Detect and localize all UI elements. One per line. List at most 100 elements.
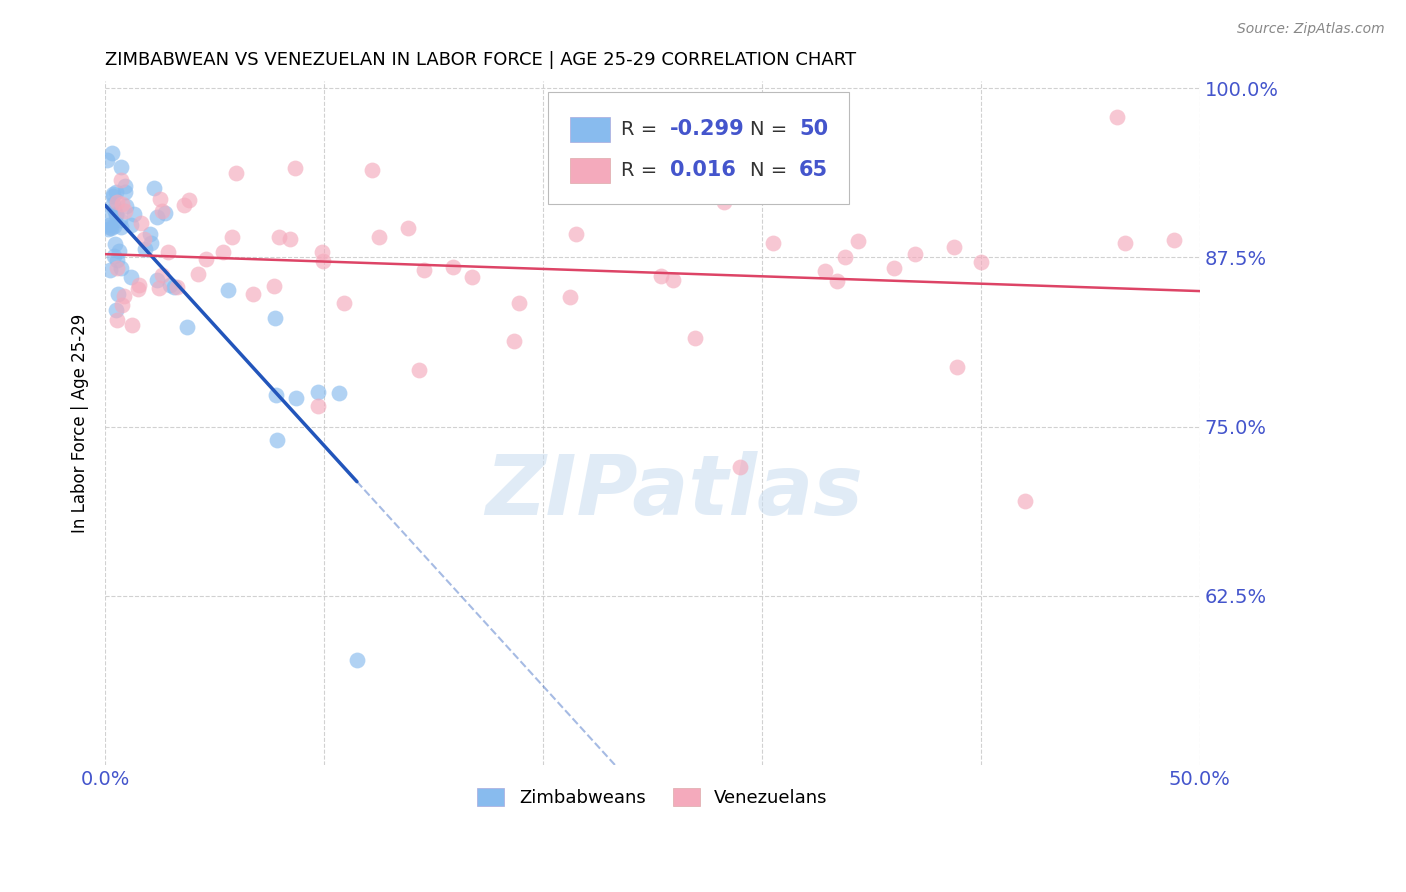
Point: [148, 280, 170, 294]
Point: [114, 178, 136, 193]
Point: [110, 160, 132, 174]
Point: [242, 287, 264, 301]
Point: [166, 280, 188, 294]
Point: [120, 269, 142, 284]
Point: [127, 282, 149, 296]
Point: [412, 263, 434, 277]
Point: [103, 219, 125, 234]
Point: [108, 213, 131, 227]
Point: [96, 153, 118, 167]
Point: [883, 261, 905, 276]
Point: [441, 260, 464, 274]
Point: [177, 194, 200, 208]
Point: [103, 249, 125, 263]
Point: [565, 227, 588, 242]
Point: [307, 400, 329, 414]
Text: Source: ZipAtlas.com: Source: ZipAtlas.com: [1237, 22, 1385, 37]
Point: [503, 334, 526, 348]
Point: [284, 161, 307, 176]
Point: [217, 283, 239, 297]
Point: [146, 273, 169, 287]
Point: [101, 188, 124, 202]
Point: [111, 197, 134, 211]
Point: [98, 218, 121, 232]
Point: [825, 274, 848, 288]
Point: [1107, 110, 1129, 124]
Point: [107, 287, 129, 301]
Point: [105, 194, 128, 209]
Point: [943, 240, 966, 254]
Point: [903, 247, 925, 261]
Point: [150, 268, 173, 282]
Text: R =: R =: [620, 120, 664, 139]
Text: ZIMBABWEAN VS VENEZUELAN IN LABOR FORCE | AGE 25-29 CORRELATION CHART: ZIMBABWEAN VS VENEZUELAN IN LABOR FORCE …: [105, 51, 856, 69]
Point: [264, 388, 287, 402]
Point: [103, 202, 125, 217]
Point: [105, 252, 128, 267]
Point: [111, 298, 134, 312]
Point: [114, 204, 136, 219]
Text: N =: N =: [749, 161, 793, 180]
Point: [558, 290, 581, 304]
Text: 0.016: 0.016: [669, 161, 735, 180]
Point: [129, 216, 152, 230]
Point: [163, 280, 186, 294]
Point: [120, 218, 142, 232]
Point: [105, 185, 128, 199]
Point: [307, 384, 329, 399]
FancyBboxPatch shape: [571, 117, 610, 142]
Point: [112, 289, 135, 303]
Point: [96, 206, 118, 220]
Point: [311, 245, 333, 260]
Point: [650, 268, 672, 283]
Point: [139, 227, 162, 241]
Point: [141, 236, 163, 251]
Point: [211, 244, 233, 259]
Point: [332, 296, 354, 310]
Point: [508, 296, 530, 310]
Point: [728, 460, 751, 475]
FancyBboxPatch shape: [571, 158, 610, 183]
Point: [814, 264, 837, 278]
Text: N =: N =: [749, 120, 793, 139]
Point: [150, 203, 173, 218]
Point: [104, 303, 127, 318]
Text: 50: 50: [799, 120, 828, 139]
Point: [267, 230, 290, 244]
Point: [105, 313, 128, 327]
Point: [662, 273, 685, 287]
Point: [159, 277, 181, 292]
Point: [263, 310, 285, 325]
Point: [101, 186, 124, 201]
Point: [134, 242, 156, 256]
Point: [328, 386, 350, 401]
Point: [101, 146, 124, 161]
Point: [110, 260, 132, 275]
Point: [100, 221, 122, 235]
FancyBboxPatch shape: [548, 92, 849, 204]
Point: [97, 222, 120, 236]
Point: [312, 254, 335, 268]
Point: [149, 192, 172, 206]
Point: [1014, 494, 1036, 508]
Point: [396, 221, 419, 235]
Point: [114, 199, 136, 213]
Point: [122, 206, 145, 220]
Point: [278, 232, 301, 246]
Point: [186, 268, 208, 282]
Text: 65: 65: [799, 161, 828, 180]
Point: [153, 206, 176, 220]
Point: [266, 433, 288, 447]
Text: R =: R =: [620, 161, 669, 180]
Point: [969, 254, 991, 268]
Point: [713, 195, 735, 210]
Point: [110, 173, 132, 187]
Y-axis label: In Labor Force | Age 25-29: In Labor Force | Age 25-29: [72, 314, 89, 533]
Point: [121, 318, 143, 333]
Point: [176, 320, 198, 334]
Point: [221, 229, 243, 244]
Point: [685, 331, 707, 345]
Text: -0.299: -0.299: [669, 120, 745, 139]
Point: [156, 245, 179, 260]
Point: [461, 269, 484, 284]
